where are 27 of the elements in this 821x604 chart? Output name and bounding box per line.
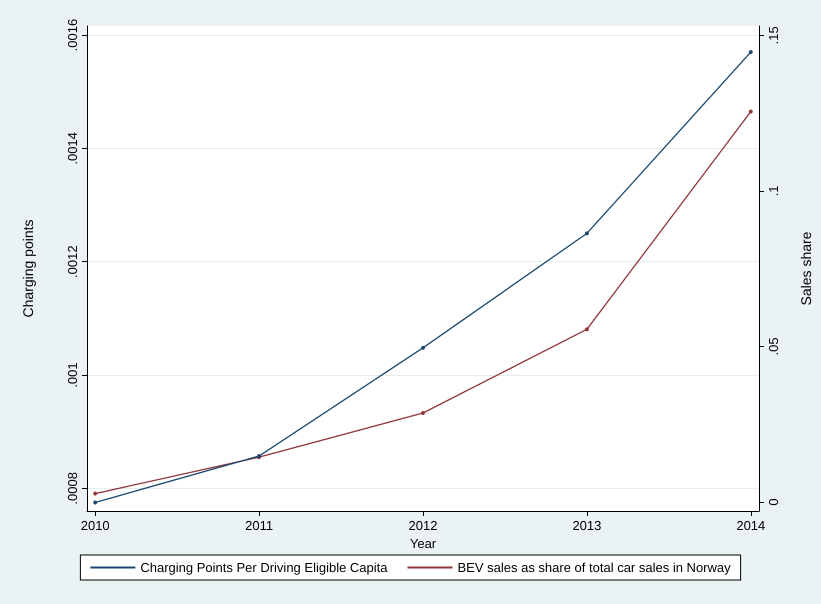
x-axis-title: Year xyxy=(410,536,437,551)
y-axis-title: Charging points xyxy=(20,219,36,318)
point xyxy=(421,411,425,416)
point xyxy=(93,492,98,496)
y2-tick-label: .1 xyxy=(766,185,781,196)
y2-axis-title: Sales share xyxy=(798,231,814,306)
point xyxy=(421,346,425,350)
point xyxy=(748,110,753,114)
legend-label: Charging Points Per Driving Eligible Capita xyxy=(140,560,388,575)
x-tick-label: 2012 xyxy=(408,518,438,533)
y-tick-label: .0016 xyxy=(65,18,80,52)
y-tick-label: .001 xyxy=(65,362,80,388)
point xyxy=(748,50,753,54)
x-tick-label: 2010 xyxy=(80,518,110,533)
y2-tick-label: .05 xyxy=(766,337,781,356)
y-tick-label: .0008 xyxy=(65,472,80,505)
point xyxy=(584,231,589,236)
y2-tick-label: 0 xyxy=(766,498,781,506)
y-tick-label: .0012 xyxy=(65,245,80,278)
point xyxy=(93,500,98,504)
point xyxy=(584,327,589,332)
x-tick-label: 2014 xyxy=(736,518,766,533)
x-tick-label: 2013 xyxy=(572,518,602,533)
y2-tick-label: .15 xyxy=(766,26,781,44)
x-tick-label: 2011 xyxy=(245,518,274,533)
legend-label: BEV sales as share of total car sales in Norway xyxy=(458,560,732,575)
y-tick-label: .0014 xyxy=(65,132,80,165)
